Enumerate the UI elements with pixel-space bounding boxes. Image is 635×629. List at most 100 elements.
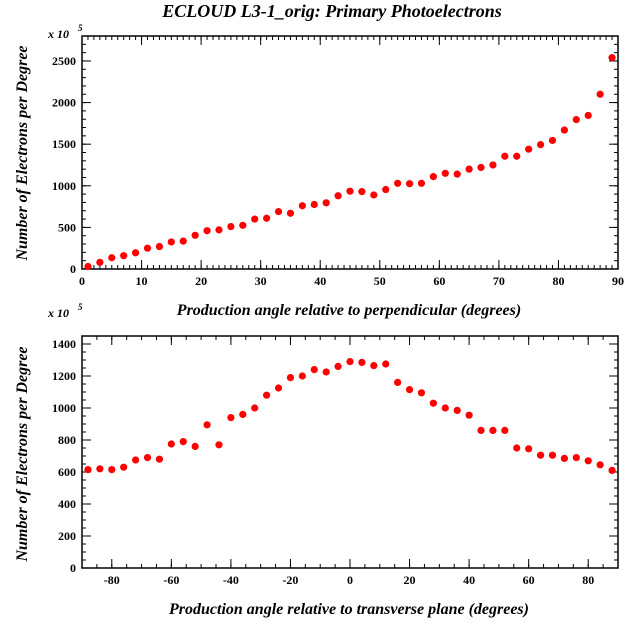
chart-top-y-axis-label: Number of Electrons per Degree <box>14 45 31 261</box>
chart-top-x-axis-label: Production angle relative to perpendicul… <box>176 302 521 319</box>
chart-top-data-point <box>477 163 485 172</box>
chart-top-data-point <box>548 136 557 145</box>
chart-top-data-point <box>513 152 521 160</box>
chart-bottom-data-point <box>465 411 473 419</box>
chart-top-data-point <box>239 221 247 229</box>
chart-top-data-point <box>167 238 175 246</box>
chart-top-data-point <box>179 237 187 245</box>
chart-bottom-data-point <box>274 384 283 392</box>
chart-bottom-data-point <box>322 368 330 376</box>
chart-top-data-point <box>536 140 545 149</box>
chart-bottom-y-multiplier-exponent: 5 <box>78 302 83 312</box>
chart-bottom-y-tick-label: 0 <box>70 561 76 575</box>
chart-bottom-x-axis-label: Production angle relative to transverse … <box>168 601 529 618</box>
chart-top-data-point <box>263 214 271 222</box>
chart-top-y-tick-label: 2500 <box>52 54 76 68</box>
chart-top-data-point <box>429 173 437 181</box>
chart-top-data-point <box>572 116 580 124</box>
chart-bottom-data-point <box>132 456 140 464</box>
chart-bottom: x 10 5 Number of Electrons per Degree Pr… <box>14 302 619 618</box>
chart-top-data-point <box>453 170 461 178</box>
chart-top-data-point <box>489 161 497 169</box>
chart-bottom-data-point <box>227 414 235 422</box>
chart-bottom-data-point <box>108 466 116 474</box>
chart-top-data-point <box>394 179 402 187</box>
chart-top-data-point <box>358 188 366 196</box>
chart-bottom-ticks <box>81 335 619 569</box>
chart-bottom-data-point <box>370 362 378 370</box>
chart-top-data-point <box>346 187 354 195</box>
chart-bottom-y-multiplier: x 10 <box>47 306 69 320</box>
chart-bottom-data-point <box>536 451 545 459</box>
chart-bottom-data-point <box>358 358 366 366</box>
chart-bottom-data-point <box>191 442 199 450</box>
chart-bottom-data-point <box>203 421 211 429</box>
chart-top-y-tick-label: 1000 <box>52 179 76 193</box>
chart-top-data-point <box>274 207 283 216</box>
chart-bottom-y-tick-label: 600 <box>58 465 76 479</box>
chart-bottom-data-point <box>405 386 414 394</box>
chart-top-data-point <box>96 258 104 266</box>
chart-bottom-data-point <box>441 404 449 412</box>
chart-bottom-data-point <box>394 378 402 386</box>
chart-bottom-data-point <box>143 454 152 462</box>
chart-bottom-data-point <box>513 444 521 452</box>
chart-top-data-point <box>501 152 509 160</box>
chart-bottom-data-point <box>120 463 128 471</box>
chart-top-y-tick-label: 1500 <box>52 137 76 151</box>
chart-bottom-data-point <box>251 404 259 412</box>
chart-top-data-point <box>286 209 295 217</box>
chart-top-series <box>84 54 616 271</box>
chart-top-data-point <box>584 111 592 120</box>
chart-top-data-point <box>370 191 378 199</box>
chart-bottom-data-point <box>477 426 485 434</box>
figure-title: ECLOUD L3-1_orig: Primary Photoelectrons <box>161 1 502 21</box>
chart-bottom-x-tick-label: -40 <box>223 573 239 587</box>
chart-top-data-point <box>191 231 199 239</box>
chart-top-data-point <box>215 226 223 234</box>
chart-bottom-x-tick-label: 0 <box>347 573 353 587</box>
chart-top-ticks <box>81 35 619 270</box>
chart-bottom-y-tick-label: 1200 <box>52 369 76 383</box>
chart-top-data-point <box>322 199 330 207</box>
chart-top-data-point <box>417 179 426 187</box>
chart-top-data-point <box>441 169 449 177</box>
chart-bottom-data-point <box>167 440 175 448</box>
chart-bottom-y-tick-label: 1000 <box>52 401 76 415</box>
chart-top-plot-frame <box>81 35 619 270</box>
chart-top-x-tick-label: 70 <box>493 274 505 288</box>
chart-bottom-data-point <box>298 372 306 380</box>
chart-bottom-x-tick-label: 20 <box>404 573 416 587</box>
chart-bottom-x-tick-label: -80 <box>104 573 120 587</box>
chart-top-y-tick-label: 0 <box>70 262 76 276</box>
chart-bottom-data-point <box>489 426 497 434</box>
chart-bottom-data-point <box>548 451 557 459</box>
chart-top-data-point <box>334 192 342 200</box>
chart-top-data-point <box>382 185 390 194</box>
chart-top-y-tick-label: 2000 <box>52 96 76 110</box>
chart-bottom-data-point <box>96 465 104 473</box>
chart-bottom-data-point <box>417 389 426 397</box>
chart-top-data-point <box>227 222 235 231</box>
chart-top-data-point <box>84 262 92 271</box>
chart-top-x-tick-label: 30 <box>255 274 267 288</box>
chart-bottom-y-tick-label: 200 <box>58 529 76 543</box>
chart-bottom-data-point <box>596 461 604 469</box>
chart-bottom-y-tick-label: 1400 <box>52 337 76 351</box>
chart-top-x-tick-label: 20 <box>195 274 207 288</box>
chart-top-y-multiplier-exponent: 5 <box>78 23 83 33</box>
chart-bottom-data-point <box>453 406 461 414</box>
chart-top-data-point <box>298 202 306 210</box>
chart-top-data-point <box>143 244 152 252</box>
chart-bottom-data-point <box>346 358 354 366</box>
chart-bottom-data-point <box>84 466 92 474</box>
chart-top-x-tick-label: 80 <box>552 274 564 288</box>
chart-bottom-data-point <box>429 399 437 407</box>
chart-top-data-point <box>155 242 164 251</box>
chart-top-x-tick-label: 10 <box>136 274 148 288</box>
chart-bottom-data-point <box>525 445 533 453</box>
chart-bottom-data-point <box>263 391 271 399</box>
chart-bottom-data-point <box>501 426 509 434</box>
chart-bottom-data-point <box>215 441 223 449</box>
